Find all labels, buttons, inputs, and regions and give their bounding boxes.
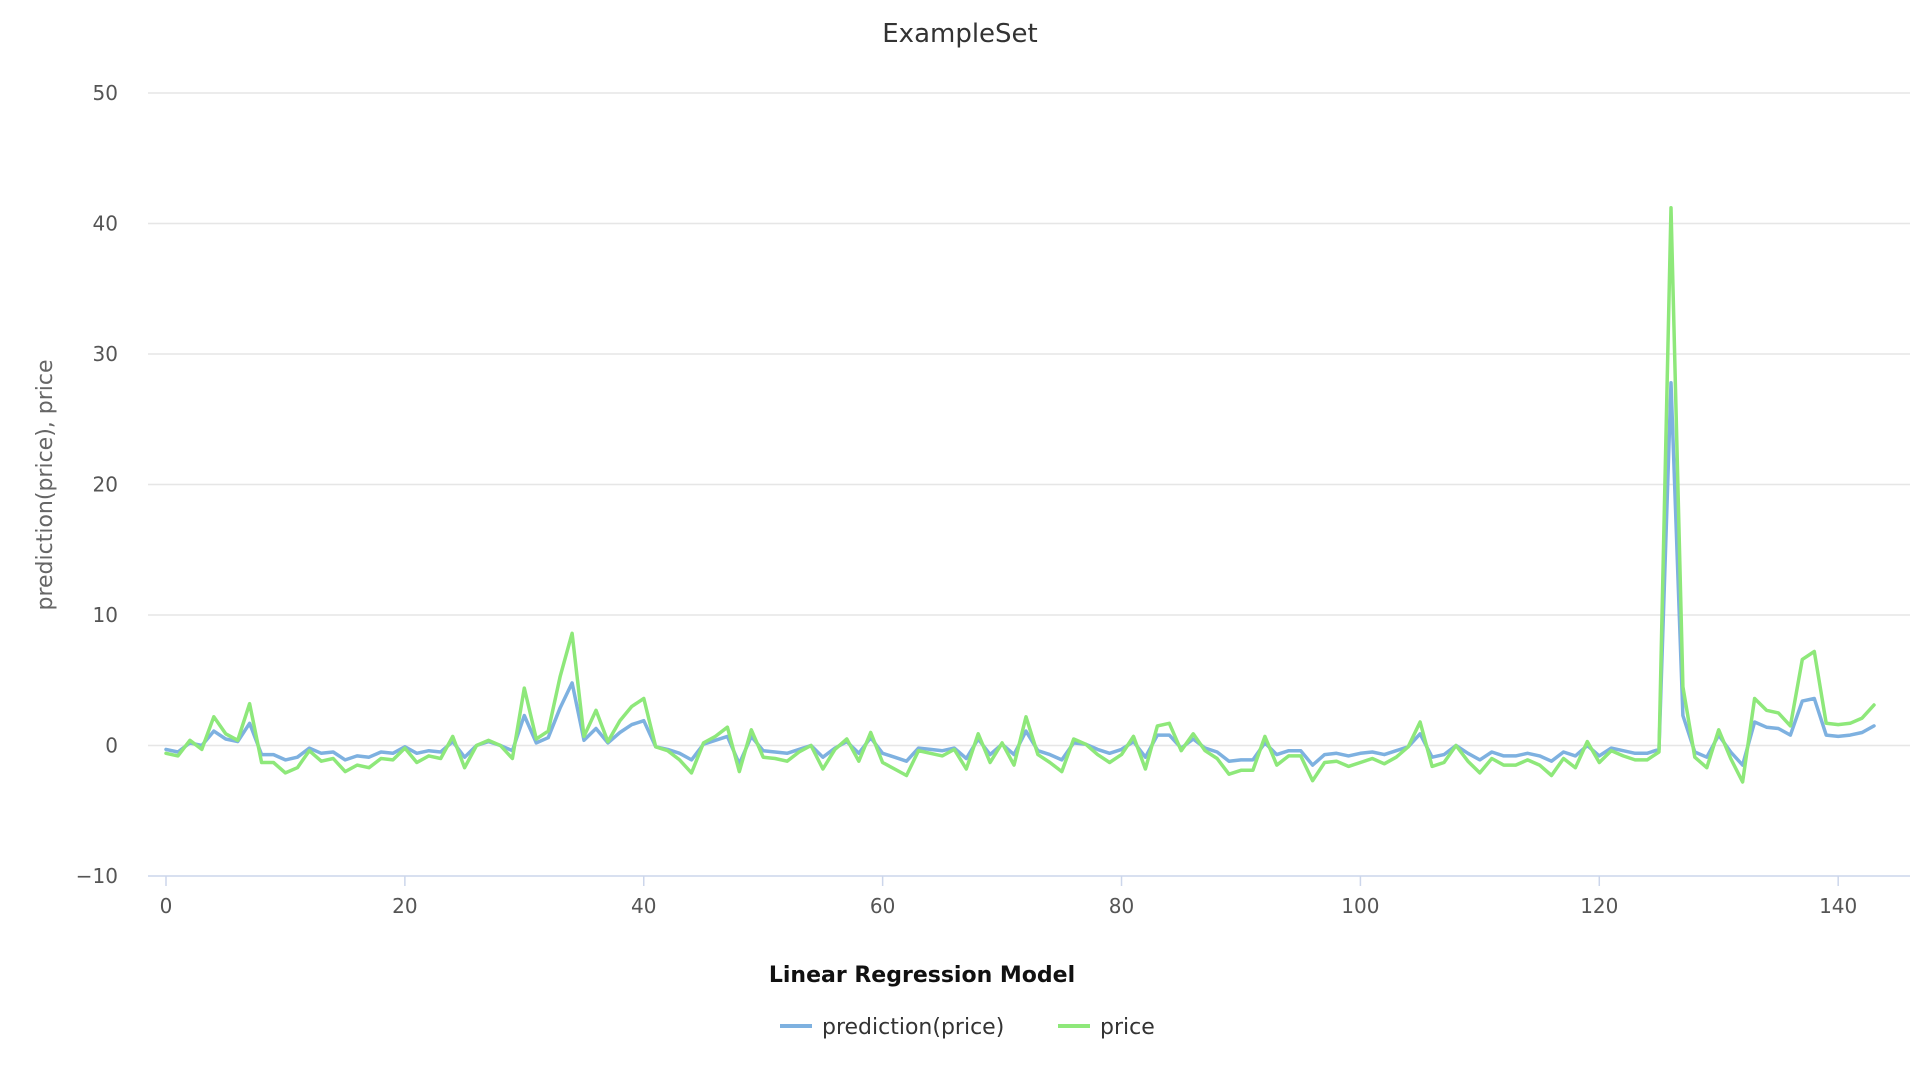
x-tick-label: 80 [1109, 894, 1134, 918]
legend-title: Linear Regression Model [769, 963, 1075, 988]
y-tick-label: 30 [93, 342, 118, 366]
series-line-prediction[interactable] [164, 380, 1876, 767]
series-line-price[interactable] [164, 206, 1876, 784]
y-tick-label: 40 [93, 212, 118, 236]
y-tick-label: −10 [76, 864, 118, 888]
y-tick-label: 20 [93, 473, 118, 497]
x-tick-label: 140 [1819, 894, 1857, 918]
legend[interactable]: prediction(price) price [780, 1015, 1155, 1040]
y-axis-label: prediction(price), price [33, 359, 58, 610]
legend-label-price: price [1100, 1015, 1155, 1040]
legend-label-prediction: prediction(price) [822, 1015, 1004, 1040]
y-tick-label: 0 [105, 734, 118, 758]
x-tick-label: 20 [392, 894, 417, 918]
y-tick-label: 50 [93, 81, 118, 105]
grid-lines [148, 92, 1910, 747]
x-tick-label: 120 [1580, 894, 1618, 918]
chart-title: ExampleSet [882, 19, 1038, 49]
x-tick-label: 60 [870, 894, 895, 918]
y-tick-label: 10 [93, 603, 118, 627]
legend-item-price[interactable]: price [1058, 1015, 1155, 1040]
legend-item-prediction[interactable]: prediction(price) [780, 1015, 1004, 1040]
x-tick-label: 40 [631, 894, 656, 918]
series-lines [164, 206, 1876, 784]
axes [148, 875, 1910, 886]
x-tick-label: 0 [160, 894, 173, 918]
x-tick-label: 100 [1341, 894, 1379, 918]
